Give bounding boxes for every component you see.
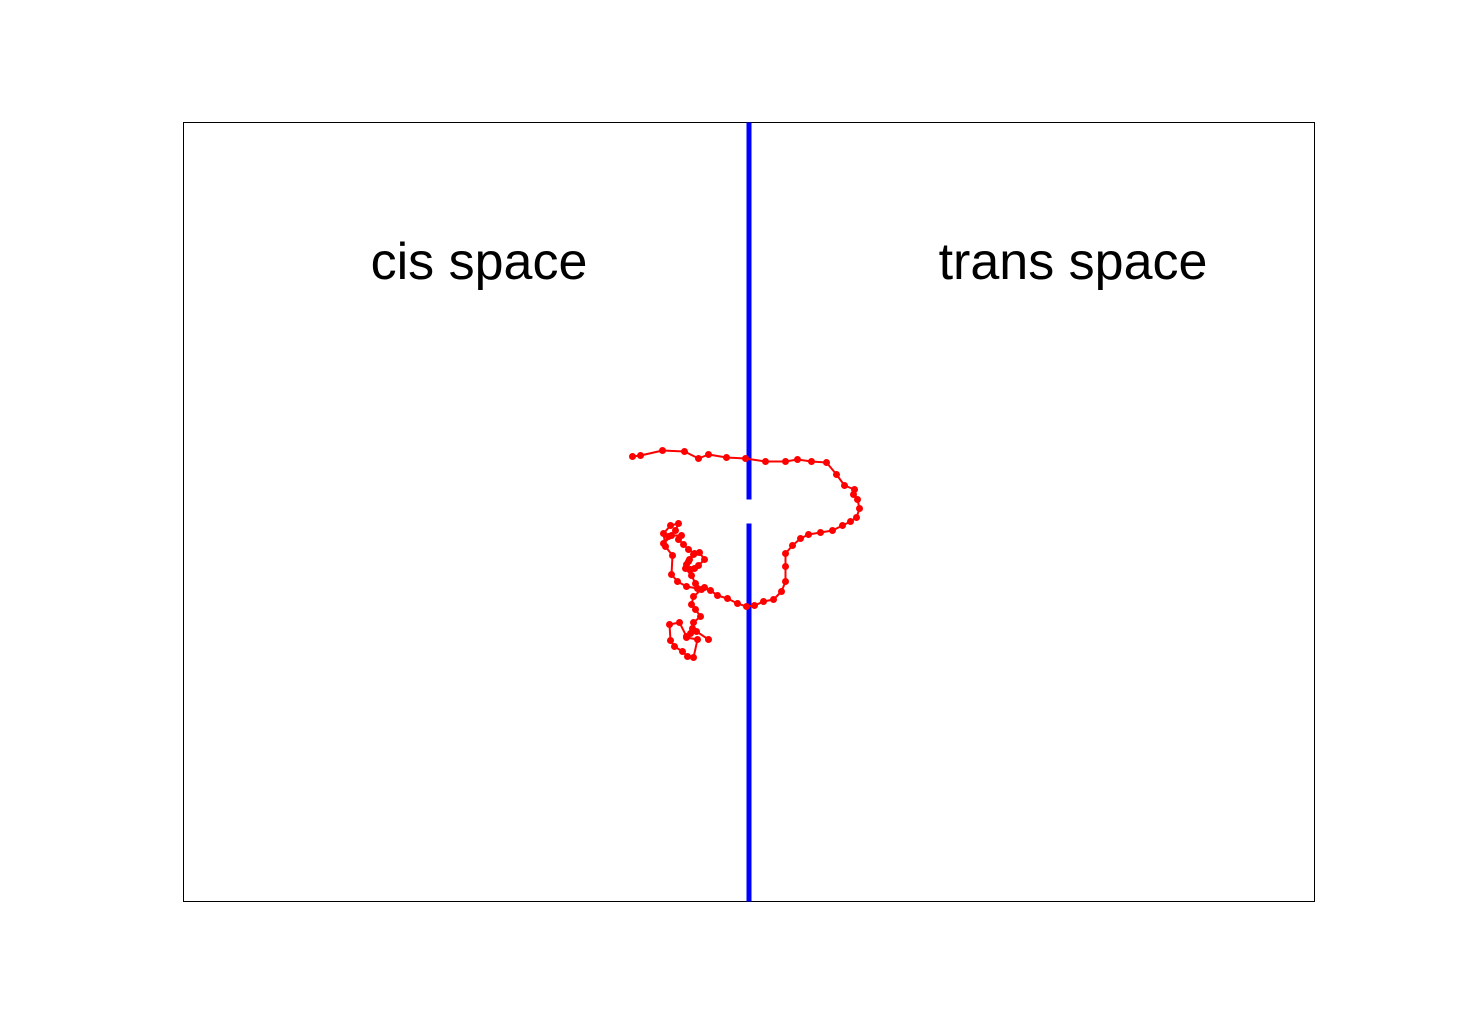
polymer-bead (637, 452, 644, 459)
polymer-bead (667, 522, 674, 529)
polymer-chain (629, 447, 863, 661)
polymer-bead (671, 643, 678, 650)
polymer-bead (669, 552, 676, 559)
polymer-bead (662, 543, 669, 550)
polymer-bead (672, 527, 679, 534)
polymer-bead (782, 458, 789, 465)
polymer-bead (805, 531, 812, 538)
polymer-bead (851, 486, 858, 493)
polymer-bead (778, 588, 785, 595)
polymer-bead (839, 522, 846, 529)
polymer-bead (668, 571, 675, 578)
polymer-bead (751, 602, 758, 609)
polymer-bead (705, 451, 712, 458)
polymer-bead (760, 598, 767, 605)
polymer-bead (833, 471, 840, 478)
polymer-bead (817, 529, 824, 536)
polymer-bead (678, 532, 685, 539)
polymer-bond (662, 449, 685, 453)
polymer-bead (770, 596, 777, 603)
polymer-bead (694, 636, 701, 643)
polymer-bead (680, 541, 687, 548)
polymer-bead (742, 455, 749, 462)
polymer-bead (675, 520, 682, 527)
polymer-bead (823, 459, 830, 466)
polymer-bead (854, 496, 861, 503)
polymer-bead (688, 572, 695, 579)
polymer-bead (856, 505, 863, 512)
polymer-bead (629, 453, 636, 460)
polymer-bead (688, 601, 695, 608)
polymer-bead (782, 578, 789, 585)
polymer-bead (794, 456, 801, 463)
polymer-bead (743, 603, 750, 610)
polymer-bead (841, 482, 848, 489)
polymer-bead (723, 454, 730, 461)
polymer-bead (683, 634, 690, 641)
cis-space-label: cis space (371, 233, 588, 291)
polymer-bead (685, 546, 692, 553)
polymer-bead (797, 535, 804, 542)
polymer-bead (659, 447, 666, 454)
polymer-bead (734, 600, 741, 607)
polymer-bead (676, 619, 683, 626)
trans-space-label: trans space (939, 233, 1208, 291)
polymer-bead (847, 518, 854, 525)
polymer-bead (789, 542, 796, 549)
polymer-bead (707, 587, 714, 594)
polymer-bead (690, 619, 697, 626)
polymer-bead (667, 637, 674, 644)
polymer-bead (690, 654, 697, 661)
polymer-bead (681, 448, 688, 455)
polymer-bond (640, 449, 663, 457)
polymer-bead (762, 458, 769, 465)
polymer-bead (683, 583, 690, 590)
polymer-bead (808, 458, 815, 465)
polymer-bead (724, 595, 731, 602)
polymer-bead (701, 556, 708, 563)
polymer-bead (695, 455, 702, 462)
polymer-bead (692, 606, 699, 613)
polymer-bead (686, 556, 693, 563)
polymer-bead (690, 593, 697, 600)
polymer-bead (694, 585, 701, 592)
polymer-bead (674, 578, 681, 585)
polymer-bead (705, 636, 712, 643)
polymer-bead (691, 550, 698, 557)
polymer-bead (660, 530, 667, 537)
polymer-bead (853, 514, 860, 521)
polymer-bead (782, 550, 789, 557)
polymer-bead (701, 584, 708, 591)
polymer-bead (666, 621, 673, 628)
polymer-bead (679, 648, 686, 655)
polymer-bead (684, 653, 691, 660)
polymer-bead (687, 566, 694, 573)
polymer-bead (829, 527, 836, 534)
polymer-bead (714, 592, 721, 599)
polymer-bead (782, 563, 789, 570)
polymer-bead (689, 625, 696, 632)
polymer-bead (697, 613, 704, 620)
